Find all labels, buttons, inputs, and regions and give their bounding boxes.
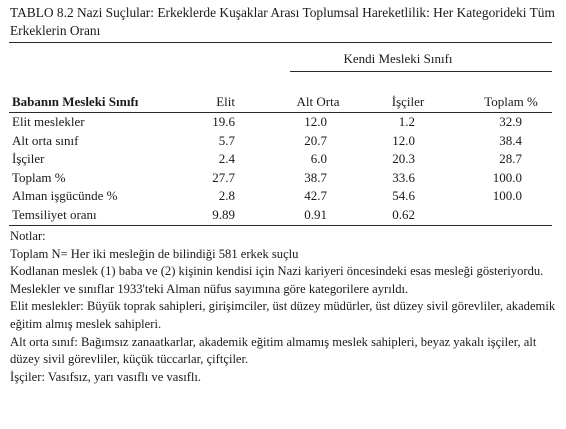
row-label: İşçiler bbox=[12, 151, 45, 167]
table-cell: 5.7 bbox=[218, 132, 235, 148]
note-coding: Kodlanan meslek (1) baba ve (2) kişinin … bbox=[10, 264, 544, 296]
note-elite-definition: Elit meslekler: Büyük toprak sahipleri, … bbox=[10, 299, 556, 331]
group-header-rule bbox=[290, 71, 552, 72]
column-header-alt-orta: Alt Orta bbox=[296, 94, 340, 109]
top-rule bbox=[9, 42, 552, 43]
table-cell: 32.9 bbox=[499, 114, 522, 129]
column-header-elit: Elit bbox=[216, 94, 235, 109]
table-caption: TABLO 8.2 Nazi Suçlular: Erkeklerde Kuşa… bbox=[10, 4, 556, 40]
table-cell: 38.4 bbox=[499, 132, 522, 148]
table-cell: 100.0 bbox=[492, 188, 522, 204]
table-cell: 27.7 bbox=[212, 169, 235, 185]
note-total-n: Toplam N= Her iki mesleğin de bilindiği … bbox=[10, 246, 299, 261]
table-notes: Notlar: Toplam N= Her iki mesleğin de bi… bbox=[10, 228, 556, 386]
caption-prefix: TABLO 8.2 bbox=[10, 5, 74, 20]
table-cell: 1.2 bbox=[398, 114, 415, 129]
table-cell: 28.7 bbox=[499, 151, 522, 167]
table-cell: 6.0 bbox=[310, 151, 327, 167]
table-cell: 33.6 bbox=[392, 169, 415, 185]
header-rule bbox=[9, 112, 552, 113]
table-cell: 12.0 bbox=[304, 114, 327, 129]
row-label: Toplam % bbox=[12, 169, 66, 185]
row-label: Elit meslekler bbox=[12, 114, 85, 129]
table-cell: 20.7 bbox=[304, 132, 327, 148]
table-cell: 9.89 bbox=[212, 207, 235, 222]
table-cell: 19.6 bbox=[212, 114, 235, 129]
table-cell: 100.0 bbox=[492, 169, 522, 185]
column-header-isciler: İşçiler bbox=[391, 94, 425, 109]
note-workers-definition: İşçiler: Vasıfsız, yarı vasıflı ve vasıf… bbox=[10, 369, 202, 384]
table-cell: 2.4 bbox=[218, 151, 235, 167]
caption-title: Nazi Suçlular: Erkeklerde Kuşaklar Arası… bbox=[10, 5, 555, 38]
table-cell: 12.0 bbox=[392, 132, 415, 148]
column-header-toplam: Toplam % bbox=[484, 94, 538, 109]
row-label: Temsiliyet oranı bbox=[12, 207, 97, 222]
group-header: Kendi Mesleki Sınıfı bbox=[343, 51, 453, 66]
table-cell: 2.8 bbox=[218, 188, 235, 204]
notes-heading: Notlar: bbox=[10, 229, 46, 243]
table-cell: 42.7 bbox=[304, 188, 327, 204]
bottom-rule bbox=[9, 225, 552, 226]
row-label: Alt orta sınıf bbox=[12, 132, 79, 148]
table-cell: 0.91 bbox=[304, 207, 327, 222]
table-cell: 0.62 bbox=[392, 207, 415, 222]
note-lower-middle-definition: Alt orta sınıf: Bağımsız zanaatkarlar, a… bbox=[10, 334, 537, 367]
table-cell: 54.6 bbox=[392, 188, 415, 204]
table-cell: 38.7 bbox=[304, 169, 327, 185]
row-header: Babanın Mesleki Sınıfı bbox=[12, 94, 139, 109]
table-cell: 20.3 bbox=[392, 151, 415, 167]
row-label: Alman işgücünde % bbox=[12, 188, 118, 204]
